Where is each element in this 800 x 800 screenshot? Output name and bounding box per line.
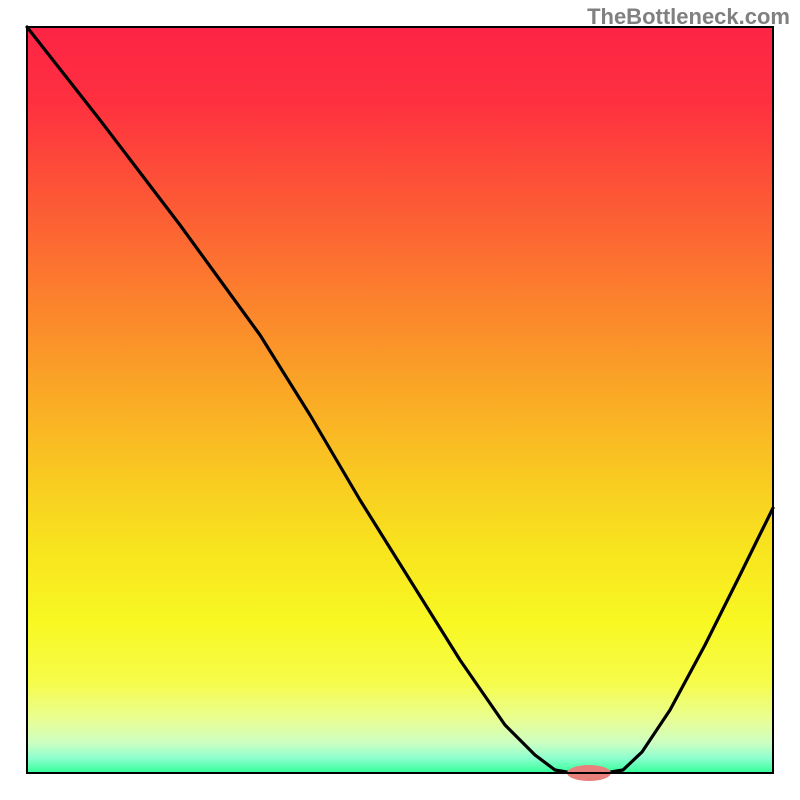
bottleneck-chart [0,0,800,800]
plot-background [27,27,773,773]
watermark-text: TheBottleneck.com [587,4,790,30]
